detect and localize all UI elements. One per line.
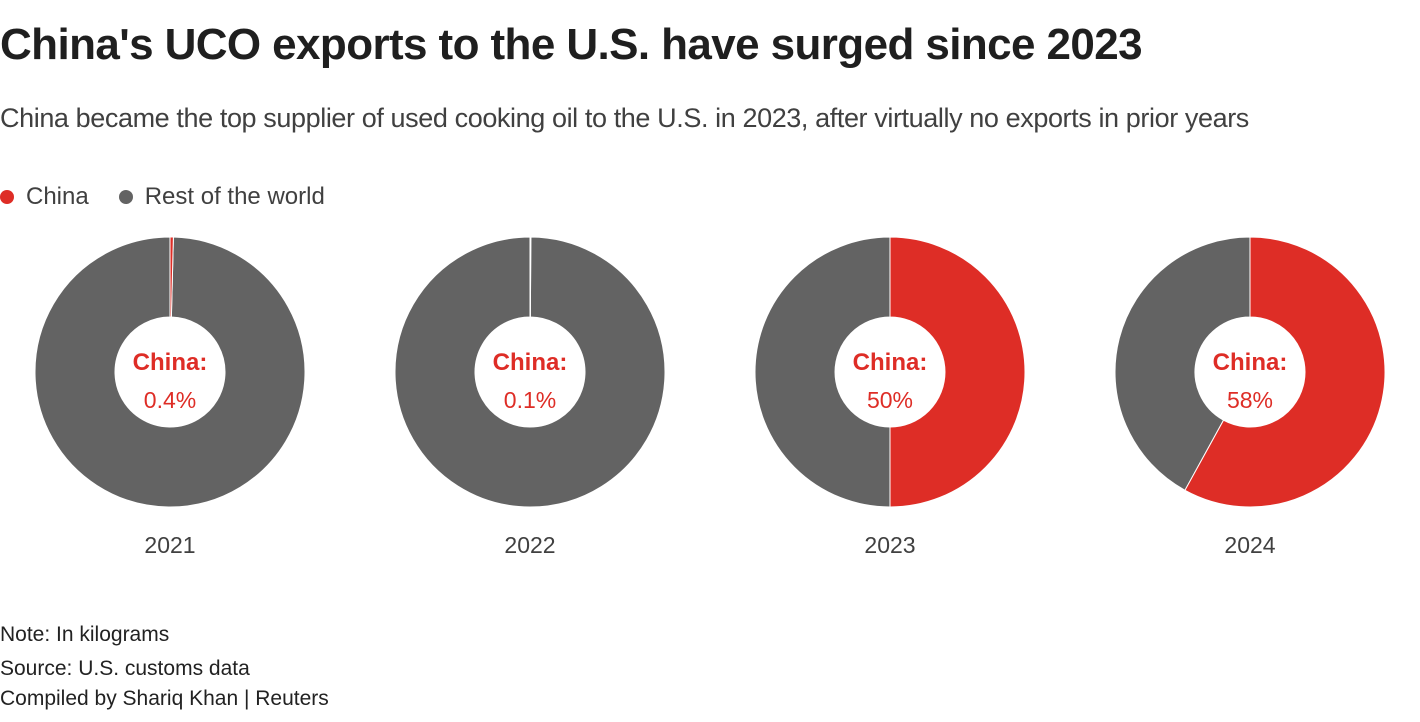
- legend-item-china: China: [0, 183, 89, 211]
- year-label-2022: 2022: [504, 532, 555, 558]
- slice-rest-of-world-2023: [754, 236, 891, 508]
- legend-dot-china: [0, 190, 14, 204]
- center-value-2024: 58%: [1227, 387, 1273, 413]
- center-label-2021: China:: [133, 349, 208, 376]
- center-label-2023: China:: [853, 349, 928, 376]
- slice-china-2024: [1184, 236, 1386, 508]
- center-value-2021: 0.4%: [144, 387, 196, 413]
- donut-charts: China: 0.4% 2021 China: 0.1% 2022 China: 50% 202…: [34, 236, 1386, 558]
- donut-2023: China: 50% 2023: [754, 236, 1026, 558]
- center-label-2022: China:: [493, 349, 568, 376]
- center-value-2023: 50%: [867, 387, 913, 413]
- slice-rest-of-world-2024: [1114, 236, 1251, 491]
- slice-china-2021: [169, 236, 174, 318]
- center-label-2024: China:: [1213, 349, 1288, 376]
- chart-title: China's UCO exports to the U.S. have sur…: [0, 20, 1143, 69]
- legend-label-china: China: [26, 183, 89, 210]
- legend: China Rest of the world: [0, 183, 355, 211]
- year-label-2024: 2024: [1224, 532, 1275, 558]
- year-label-2023: 2023: [864, 532, 915, 558]
- legend-label-rest-of-world: Rest of the world: [144, 183, 325, 210]
- chart-subtitle: China became the top supplier of used co…: [0, 103, 1249, 133]
- legend-item-rest-of-world: Rest of the world: [118, 183, 325, 211]
- footer-source: Source: U.S. customs data: [0, 657, 250, 680]
- footer-note: Note: In kilograms: [0, 623, 170, 646]
- donut-2022: China: 0.1% 2022: [394, 236, 666, 558]
- year-label-2021: 2021: [144, 532, 195, 558]
- legend-dot-rest-of-world: [118, 190, 133, 204]
- slice-rest-of-world-2022: [394, 236, 666, 508]
- center-value-2022: 0.1%: [504, 387, 556, 413]
- slice-china-2022: [529, 236, 532, 318]
- donut-2021: China: 0.4% 2021: [34, 236, 306, 558]
- donut-2024: China: 58% 2024: [1114, 236, 1386, 558]
- footer-credit: Compiled by Shariq Khan | Reuters: [0, 687, 329, 710]
- slice-rest-of-world-2021: [34, 236, 306, 508]
- slice-china-2023: [889, 236, 1026, 508]
